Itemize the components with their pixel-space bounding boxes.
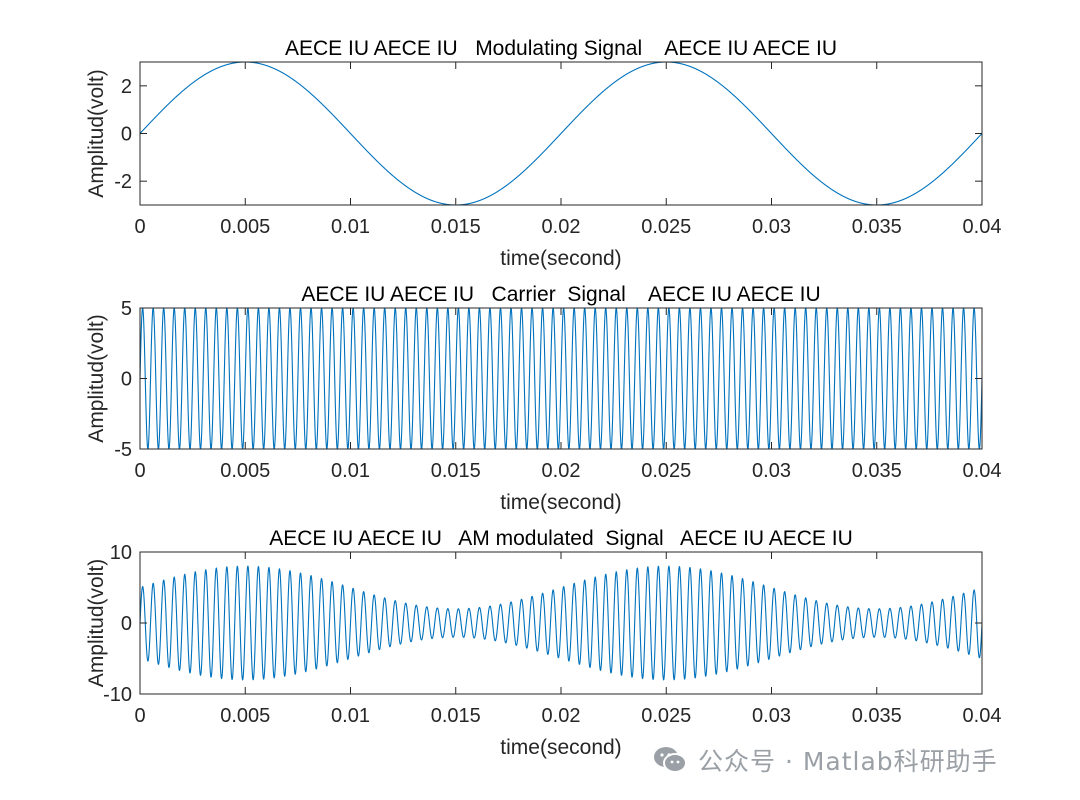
x-tick-label: 0 (134, 216, 145, 238)
x-tick-label: 0.01 (331, 216, 370, 238)
x-tick-label: 0.02 (542, 460, 581, 482)
signal-line (140, 565, 982, 681)
subplot-2: 0 0.005 0.01 0.015 0.02 0.025 0.03 0.035 0.04-50… (85, 283, 1001, 514)
y-axis-label: Amplitud(volt) (85, 314, 108, 442)
x-axis-label: time(second) (500, 491, 621, 514)
watermark-text: 公众号 · Matlab科研助手 (698, 747, 998, 776)
x-tick-label: 0.02 (542, 705, 581, 727)
x-tick-label: 0.025 (641, 705, 691, 727)
x-tick-label: 0.015 (431, 705, 481, 727)
chart-title: AECE IU AECE IU Modulating Signal AECE I… (285, 37, 837, 60)
x-tick-label: 0.035 (852, 705, 902, 727)
x-tick-label: 0.02 (542, 216, 581, 238)
y-axis-label: Amplitud(volt) (85, 559, 108, 687)
subplot-3: 0 0.005 0.01 0.015 0.02 0.025 0.03 0.035 0.04 -10… (85, 527, 1001, 759)
y-tick-label: 0 (121, 613, 132, 635)
x-axis-label: time(second) (500, 736, 621, 759)
x-tick-label: 0.04 (963, 705, 1002, 727)
y-tick-label: -10 (103, 684, 132, 706)
x-tick-label: 0 (134, 460, 145, 482)
watermark: 公众号 · Matlab科研助手 (652, 740, 1072, 780)
y-tick-label: 2 (121, 76, 132, 98)
x-tick-label: 0.005 (220, 460, 270, 482)
y-tick-label: 5 (121, 298, 132, 320)
signal-line (140, 308, 982, 449)
x-tick-label: 0.035 (852, 216, 902, 238)
x-tick-label: 0.04 (963, 216, 1002, 238)
y-axis-label: Amplitud(volt) (85, 69, 108, 197)
x-tick-label: 0.01 (331, 705, 370, 727)
x-tick-label: 0.035 (852, 460, 902, 482)
subplots: 0 0.005 0.01 0.015 0.02 0.025 0.03 0.035 0.04-20… (85, 37, 1001, 759)
x-tick-label: 0.03 (752, 460, 791, 482)
x-tick-label: 0.01 (331, 460, 370, 482)
x-tick-label: 0.025 (641, 216, 691, 238)
y-tick-label: 10 (110, 542, 132, 564)
x-tick-label: 0.015 (431, 460, 481, 482)
y-tick-label: 0 (121, 369, 132, 391)
x-tick-label: 0.005 (220, 216, 270, 238)
subplot-1: 0 0.005 0.01 0.015 0.02 0.025 0.03 0.035 0.04 -2 0… (85, 37, 1001, 270)
x-tick-label: 0.03 (752, 705, 791, 727)
x-tick-label: 0.04 (963, 460, 1002, 482)
x-tick-label: 0.015 (431, 216, 481, 238)
y-tick-label: 0 (121, 124, 132, 146)
y-tick-label: -5 (114, 439, 132, 461)
signal-line (140, 62, 982, 205)
chart-title: AECE IU AECE IU Carrier Signal AECE IU A… (301, 283, 820, 306)
x-tick-label: 0.005 (220, 705, 270, 727)
x-tick-label: 0.03 (752, 216, 791, 238)
x-tick-label: 0.025 (641, 460, 691, 482)
x-tick-label: 0 (134, 705, 145, 727)
y-tick-label: -2 (114, 171, 132, 193)
wechat-icon (652, 744, 688, 776)
x-axis-label: time(second) (500, 247, 621, 270)
chart-title: AECE IU AECE IU AM modulated Signal AECE… (269, 527, 853, 550)
